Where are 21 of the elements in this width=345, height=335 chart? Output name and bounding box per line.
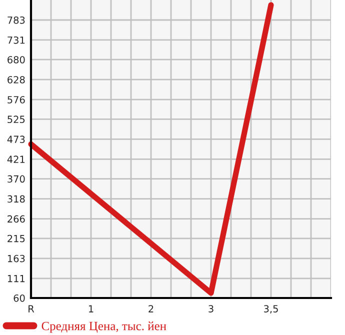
- y-tick-label: 421: [7, 156, 25, 163]
- y-tick-label: 318: [8, 195, 25, 203]
- y-tick-label: 111: [8, 274, 25, 282]
- y-tick-label: 576: [8, 96, 25, 104]
- y-tick-label: 370: [8, 175, 25, 183]
- x-tick-label: 2: [148, 305, 154, 312]
- x-tick-label: 1: [88, 305, 94, 312]
- x-tick-label: 3,5: [264, 305, 278, 314]
- legend-label: Средняя Цена, тыс. йен: [42, 322, 166, 333]
- x-tick-label: R: [28, 305, 34, 312]
- y-tick-label: 473: [7, 136, 25, 144]
- y-tick-label: 215: [8, 234, 25, 242]
- y-tick-label: 60: [14, 294, 25, 302]
- y-tick-label: 783: [8, 16, 25, 24]
- y-tick-label: 525: [8, 116, 25, 124]
- y-tick-label: 163: [8, 254, 25, 262]
- y-tick-label: 731: [8, 36, 25, 44]
- y-tick-label: 266: [8, 215, 25, 223]
- y-tick-label: 680: [8, 56, 25, 64]
- y-tick-label: 628: [8, 76, 25, 84]
- x-tick-label: 3: [208, 305, 214, 312]
